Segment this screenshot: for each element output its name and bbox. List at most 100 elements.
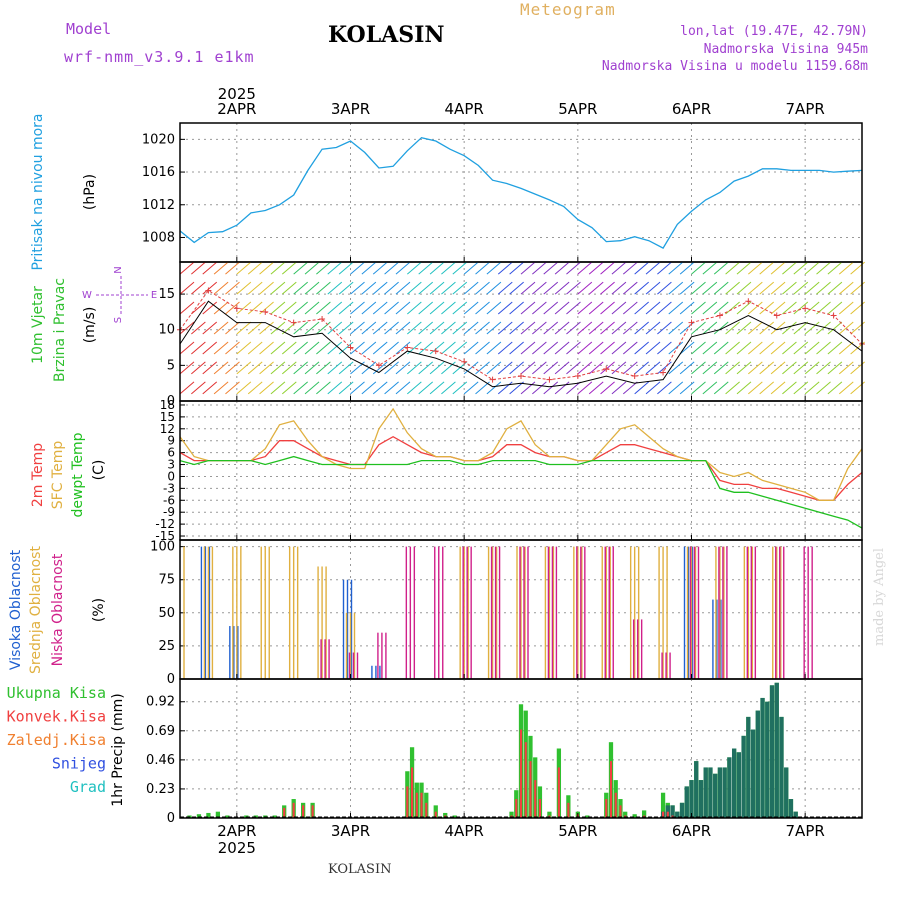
wind-barb <box>748 321 763 335</box>
wind-barb <box>247 301 263 315</box>
wind-barb <box>293 321 308 335</box>
wind-barb <box>736 321 752 335</box>
wind-barb <box>748 341 763 355</box>
wind-barb <box>691 341 706 355</box>
wind-barb <box>827 381 843 395</box>
wind-barb <box>327 381 343 395</box>
wind-gust-marker <box>432 348 439 355</box>
wind-barb <box>782 341 797 355</box>
wind-barb <box>270 361 286 375</box>
total-precip-bar <box>660 792 666 818</box>
wind-gust-marker <box>347 344 354 351</box>
wind-barb <box>418 321 434 335</box>
y-tick-label: 1020 <box>142 132 175 147</box>
wind-gust-marker <box>830 312 837 319</box>
wind-barb <box>463 321 479 335</box>
wind-barb <box>532 321 547 335</box>
wind-barb <box>270 341 286 355</box>
wind-barb <box>657 261 672 275</box>
panel-5: 0 0.23 0.46 0.69 0.92 <box>146 678 863 826</box>
wind-barb <box>441 341 456 355</box>
wind-barb <box>691 301 706 315</box>
y-tick-label: 0.69 <box>146 724 175 739</box>
wind-barb <box>509 361 524 375</box>
wind-barb <box>191 301 206 315</box>
wind-barb <box>441 281 456 295</box>
wind-barb <box>804 381 820 395</box>
wind-barb <box>225 381 240 395</box>
wind-barb <box>702 281 718 295</box>
wind-barb <box>566 341 581 355</box>
wind-barb <box>532 261 547 275</box>
wind-barb <box>725 321 740 335</box>
wind-barb <box>429 261 445 275</box>
snow-bar <box>694 761 699 818</box>
wind-barb <box>475 261 490 275</box>
wind-barb <box>770 361 786 375</box>
wind-barb <box>372 321 388 335</box>
wind-barb <box>509 341 524 355</box>
pressure-axis-title: Pritisak na nivou mora <box>30 113 46 270</box>
conv-precip-bar <box>515 799 518 818</box>
wind-barb <box>281 381 297 395</box>
wind-barb <box>702 341 718 355</box>
y-tick-label: 3 <box>167 458 175 472</box>
wind-barb <box>384 341 399 355</box>
wind-barb <box>736 361 752 375</box>
wind-barb <box>827 281 843 295</box>
conv-precip-bar <box>425 802 428 818</box>
day-label-bottom: 7APR <box>786 822 825 840</box>
wind-barb <box>179 341 195 355</box>
wind-barb <box>622 341 638 355</box>
snow-bar <box>698 780 704 818</box>
wind-barb <box>566 261 581 275</box>
y-tick-label: 0.92 <box>146 695 175 710</box>
wind-axis-title: 10m Vjetar <box>30 286 46 364</box>
wind-barb <box>577 321 593 335</box>
wind-barb <box>202 381 218 395</box>
wind-barb <box>259 361 274 375</box>
total-precip-bar <box>547 811 552 818</box>
wind-barb <box>816 381 831 395</box>
wind-barb <box>202 261 218 275</box>
wind-barb <box>611 361 627 375</box>
wind-barb <box>645 281 661 295</box>
day-label-top: 5APR <box>558 100 597 118</box>
conv-precip-bar <box>406 786 409 818</box>
wind-barb <box>770 281 786 295</box>
wind-barb <box>600 361 615 375</box>
wind-barb <box>748 381 763 395</box>
wind-barb <box>691 381 706 395</box>
wind-barb <box>486 301 502 315</box>
wind-barb <box>657 281 672 295</box>
y-tick-label: 100 <box>150 540 175 555</box>
wind-barb <box>588 261 604 275</box>
snow-bar <box>769 685 775 818</box>
wind-barb <box>611 281 627 295</box>
snow-bar <box>793 811 798 818</box>
snow-bar <box>755 710 760 818</box>
wind-barb <box>202 361 218 375</box>
temp2m-line <box>179 435 863 501</box>
snow-bar <box>746 716 751 818</box>
pressure-unit: (hPa) <box>82 174 98 210</box>
wind-barb <box>554 321 570 335</box>
wind-barb <box>407 281 422 295</box>
wind-barb <box>179 321 195 335</box>
pressure-line <box>179 136 863 249</box>
y-tick-label: -15 <box>155 529 175 543</box>
wind-barb <box>770 341 786 355</box>
wind-barb <box>213 361 229 375</box>
wind-barb <box>350 341 365 355</box>
wind-barb <box>236 281 252 295</box>
wind-barb <box>691 281 706 295</box>
wind-axis-subtitle: Brzina i Pravac <box>52 278 68 382</box>
wind-barb <box>202 341 218 355</box>
wind-barb <box>316 361 331 375</box>
day-label-top: 2APR <box>217 100 256 118</box>
wind-barb <box>213 381 229 395</box>
wind-barb <box>259 281 274 295</box>
wind-barb <box>702 361 718 375</box>
